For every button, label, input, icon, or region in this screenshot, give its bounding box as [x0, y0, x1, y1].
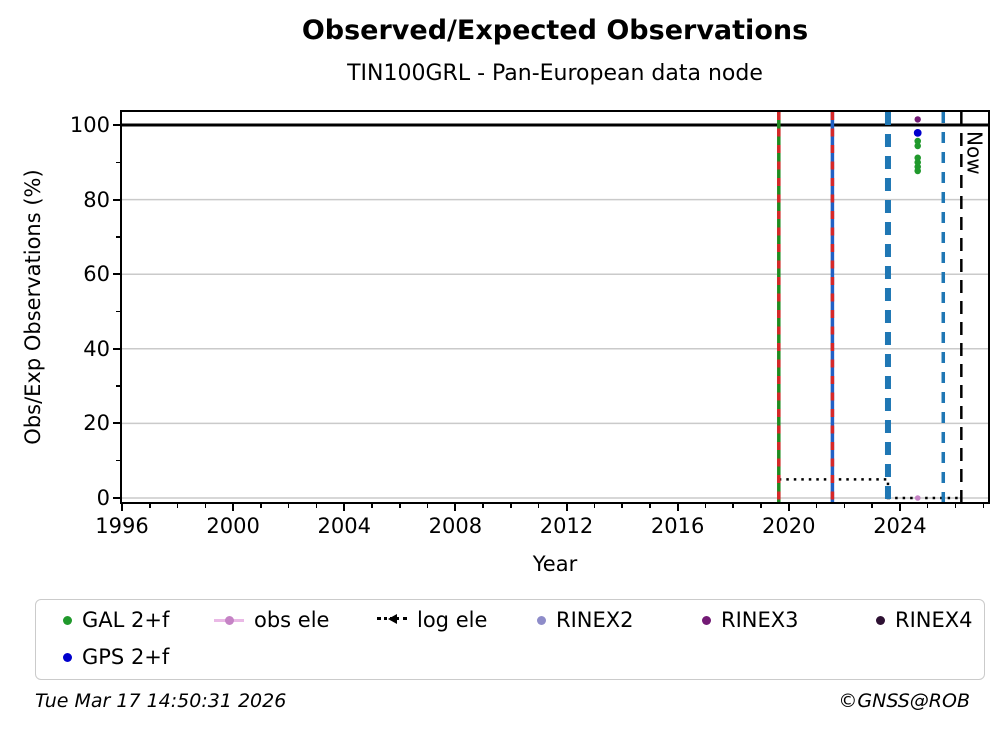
- legend-marker-dot: [224, 615, 234, 625]
- data-point-gal-2-f: [914, 137, 922, 145]
- x-minor-tick: [954, 504, 957, 508]
- legend-dot-icon: [537, 615, 546, 625]
- y-minor-tick: [116, 310, 120, 313]
- legend-label: log ele: [417, 608, 488, 632]
- x-tick-label: 2012: [539, 514, 594, 538]
- legend-item-rinex3: RINEX3: [702, 607, 799, 633]
- y-tick-label: 80: [83, 187, 110, 212]
- now-label: Now: [962, 131, 986, 175]
- x-minor-tick: [204, 504, 207, 508]
- x-minor-tick: [287, 504, 290, 508]
- x-minor-tick: [843, 504, 846, 508]
- legend-dotted-arrow-icon: [377, 607, 407, 633]
- legend-label: RINEX2: [556, 608, 634, 632]
- legend-item-rinex2: RINEX2: [537, 607, 634, 633]
- legend-dot-icon: [63, 652, 72, 662]
- y-major-tick: [113, 273, 120, 276]
- x-major-tick: [232, 504, 235, 511]
- copyright: ©GNSS@ROB: [838, 690, 970, 712]
- legend-label: RINEX4: [895, 608, 973, 632]
- y-minor-tick: [116, 385, 120, 387]
- y-major-tick: [113, 422, 120, 425]
- x-major-tick: [676, 504, 679, 511]
- log-ele-line: [778, 478, 962, 500]
- x-minor-tick: [815, 504, 818, 508]
- x-axis-label: Year: [532, 552, 578, 576]
- x-tick-label: 2008: [428, 514, 483, 538]
- legend-dot-icon: [702, 615, 711, 625]
- data-point-gal-2-f: [914, 142, 922, 150]
- x-tick-label: 2000: [206, 514, 260, 538]
- x-tick-label: 2020: [762, 514, 816, 538]
- y-major-tick: [113, 347, 120, 350]
- x-minor-tick: [926, 504, 929, 508]
- x-minor-tick: [732, 504, 734, 508]
- x-minor-tick: [593, 504, 596, 508]
- y-tick-label: 60: [83, 262, 110, 287]
- x-tick-label: 1996: [95, 514, 149, 538]
- x-minor-tick: [371, 504, 373, 508]
- legend-line-dot-icon: [214, 607, 244, 633]
- x-tick-label: 2024: [873, 514, 927, 538]
- x-major-tick: [343, 504, 346, 511]
- x-major-tick: [565, 504, 568, 511]
- legend-label: obs ele: [254, 608, 330, 632]
- y-tick-label: 40: [83, 336, 110, 361]
- y-axis-label: Obs/Exp Observations (%): [21, 169, 45, 445]
- x-minor-tick: [482, 504, 484, 508]
- data-point-gal-2-f: [914, 167, 922, 175]
- data-point-rinex3: [914, 116, 921, 123]
- data-point-obs-ele: [914, 495, 921, 501]
- y-minor-tick: [116, 161, 120, 164]
- x-minor-tick: [537, 504, 540, 508]
- x-minor-tick: [871, 504, 873, 508]
- x-tick-label: 2016: [650, 514, 705, 538]
- y-major-tick: [113, 497, 120, 499]
- x-minor-tick: [176, 504, 179, 508]
- y-major-tick: [113, 198, 120, 201]
- x-minor-tick: [260, 504, 262, 508]
- x-tick-label: 2004: [317, 514, 371, 538]
- y-minor-tick: [116, 236, 120, 238]
- x-minor-tick: [510, 504, 512, 508]
- legend-item-rinex4: RINEX4: [876, 607, 973, 633]
- legend-item-gps-2-f: GPS 2+f: [63, 644, 169, 670]
- chart-title: Observed/Expected Observations: [301, 15, 809, 46]
- x-minor-tick: [399, 504, 401, 508]
- y-tick-label: 20: [83, 411, 110, 436]
- x-major-tick: [898, 504, 901, 511]
- legend-item-gal-2-f: GAL 2+f: [63, 607, 169, 633]
- y-tick-label: 100: [69, 113, 110, 138]
- legend-dot-icon: [63, 615, 72, 625]
- chart-subtitle: TIN100GRL - Pan-European data node: [347, 61, 763, 86]
- y-tick-label: 0: [96, 486, 110, 510]
- x-minor-tick: [315, 504, 318, 508]
- legend-label: GAL 2+f: [82, 608, 170, 632]
- chart-canvas: Now: [122, 112, 988, 502]
- plot-area: Now: [120, 110, 990, 504]
- legend-item-log-ele: log ele: [377, 607, 487, 633]
- legend-label: RINEX3: [721, 608, 799, 632]
- x-major-tick: [121, 504, 123, 511]
- x-minor-tick: [426, 504, 429, 508]
- legend-arrow-marker: [388, 614, 397, 624]
- timestamp: Tue Mar 17 14:50:31 2026: [35, 690, 287, 712]
- x-minor-tick: [649, 504, 651, 508]
- legend-label: GPS 2+f: [82, 645, 170, 669]
- x-major-tick: [787, 504, 790, 511]
- y-minor-tick: [116, 459, 120, 462]
- x-minor-tick: [760, 504, 762, 508]
- legend-dot-icon: [876, 615, 885, 625]
- x-minor-tick: [982, 504, 985, 508]
- legend-item-obs-ele: obs ele: [214, 607, 329, 633]
- y-major-tick: [113, 124, 120, 127]
- x-major-tick: [454, 504, 457, 511]
- data-point-gps-2-f: [913, 128, 922, 137]
- x-minor-tick: [621, 504, 623, 508]
- x-minor-tick: [704, 504, 707, 508]
- legend: GAL 2+f obs ele log ele RINEX2 RINEX3 RINEX4 G…: [35, 599, 985, 680]
- x-minor-tick: [149, 504, 151, 508]
